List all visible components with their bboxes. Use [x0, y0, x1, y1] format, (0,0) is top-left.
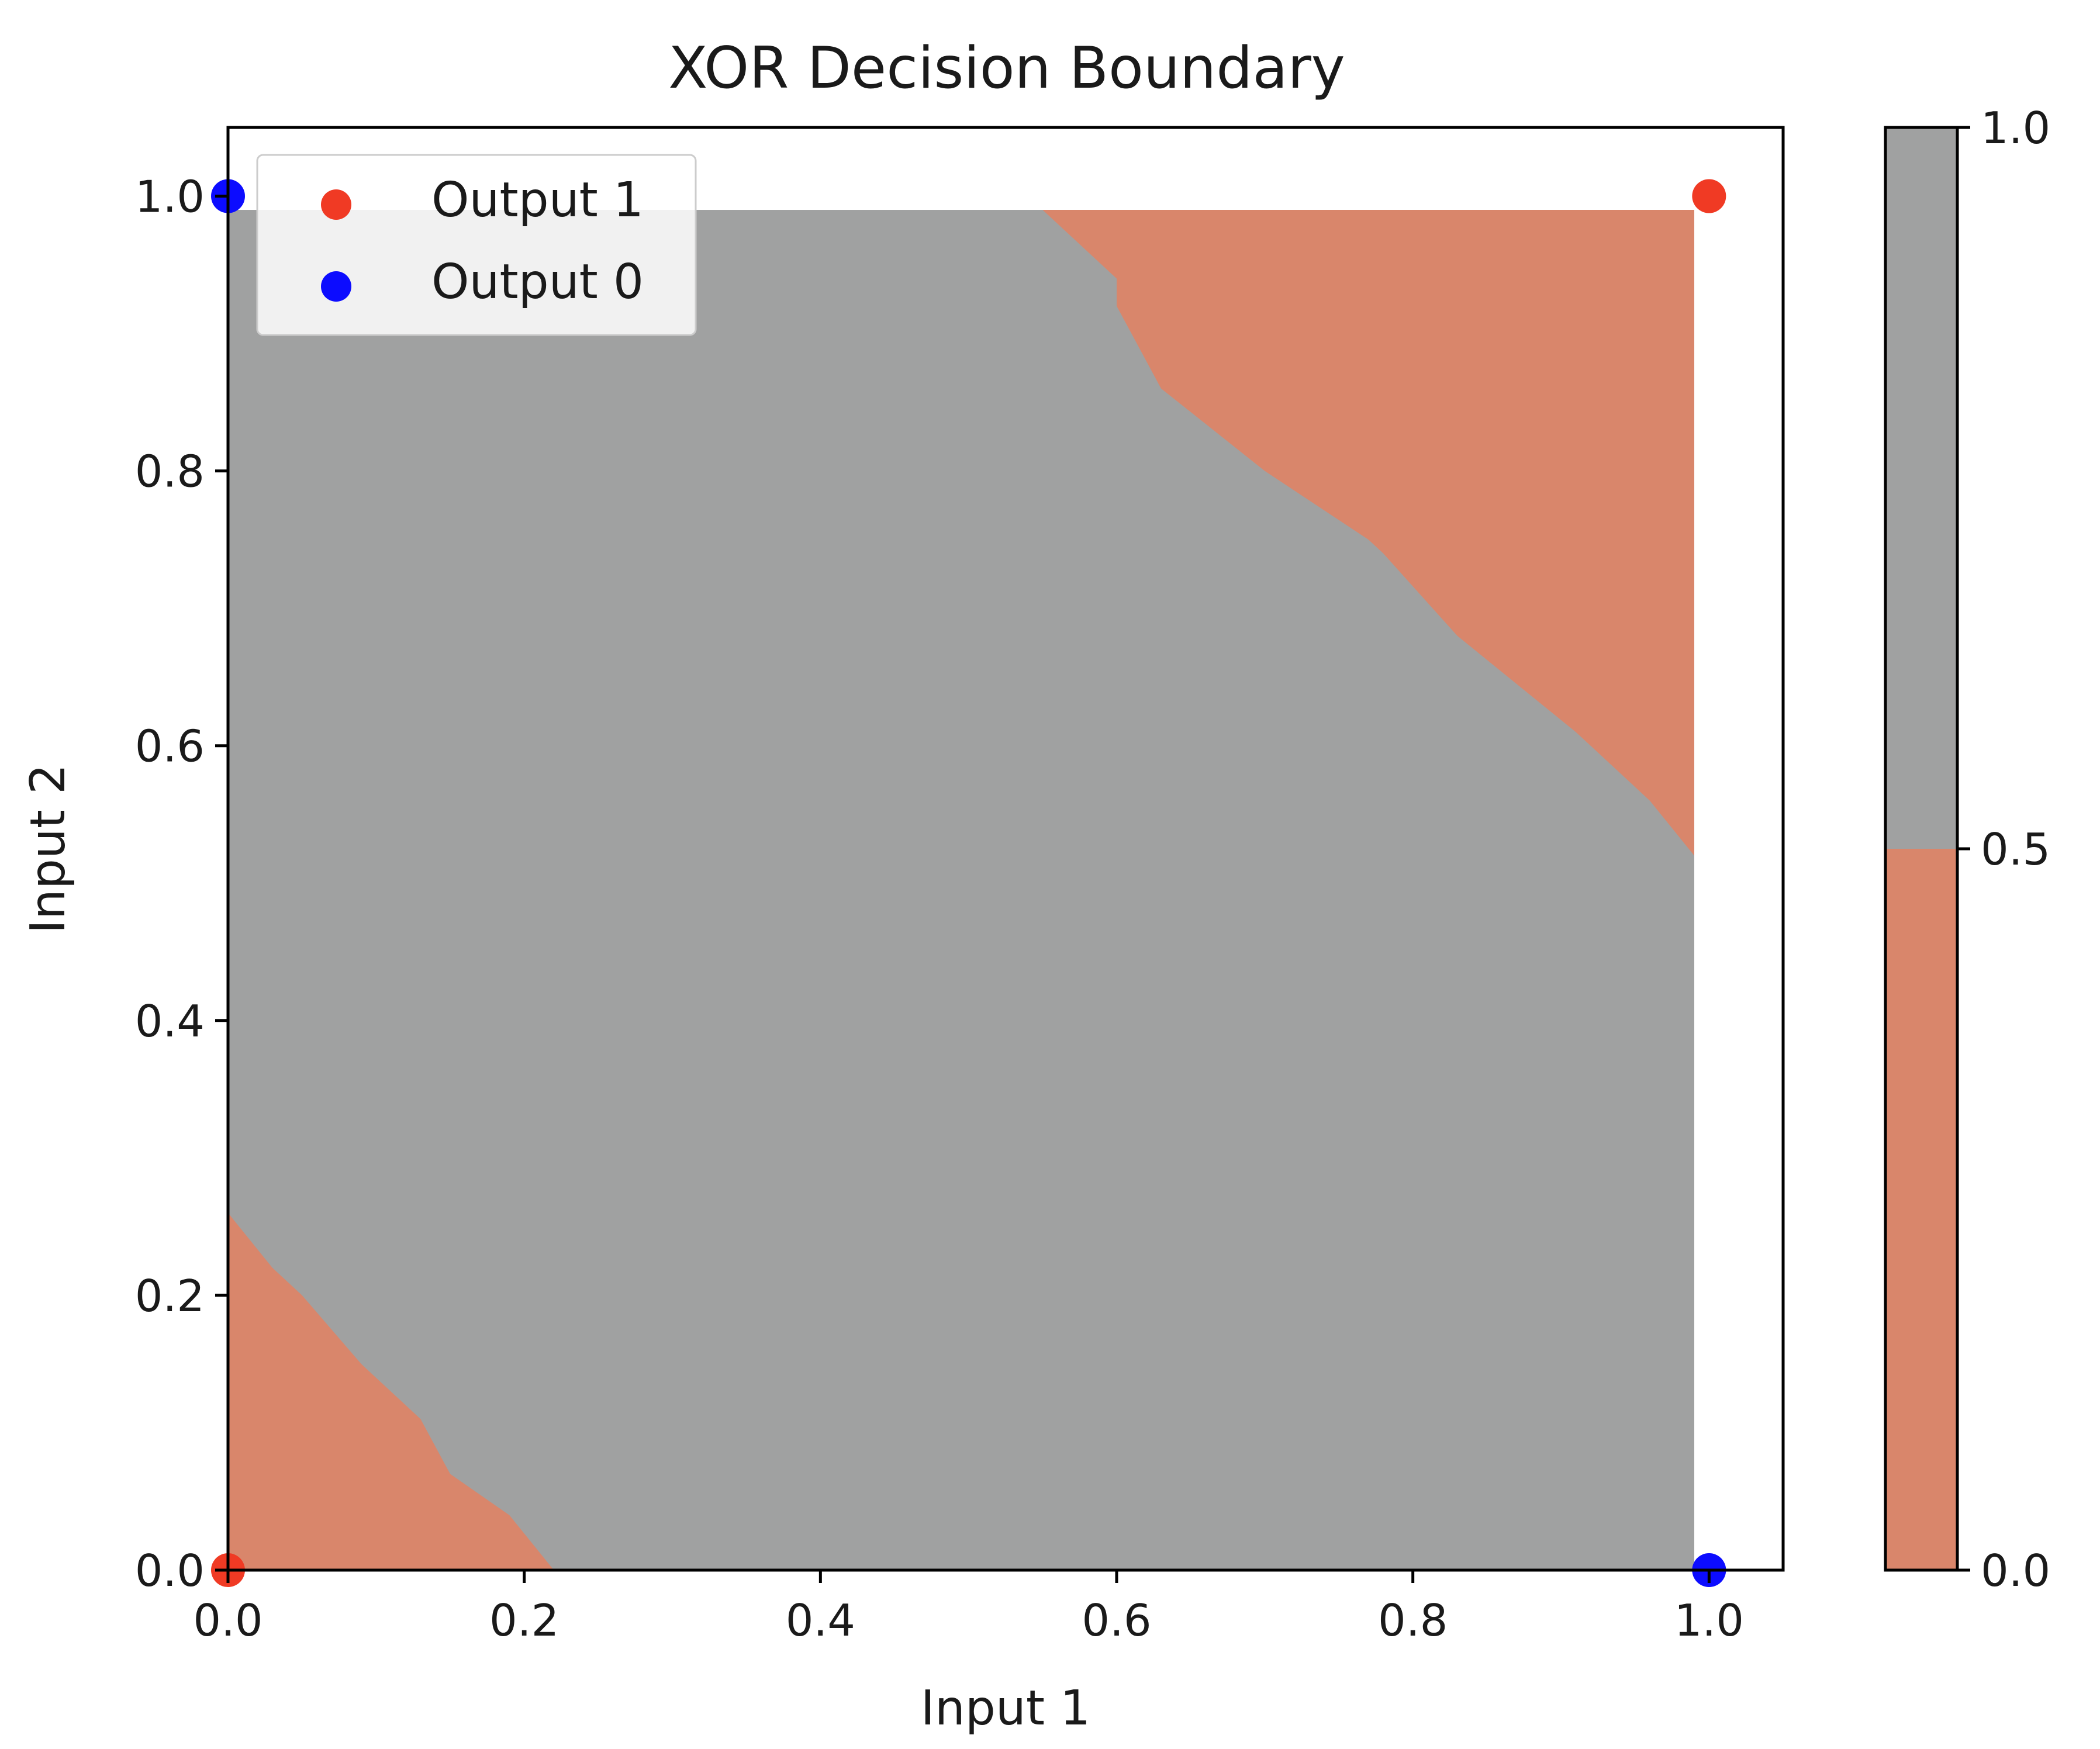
x-tick-label: 0.6 [1082, 1595, 1151, 1646]
legend-label-output-0: Output 0 [431, 254, 644, 310]
chart-title: XOR Decision Boundary [668, 35, 1345, 102]
y-axis-ticks: 0.0 0.2 0.4 0.6 0.8 1.0 [135, 171, 228, 1596]
x-tick-label: 1.0 [1674, 1595, 1744, 1646]
x-tick-label: 0.2 [489, 1595, 559, 1646]
legend-box [256, 154, 697, 336]
y-axis-label: Input 2 [20, 764, 76, 934]
y-tick-label: 0.4 [135, 996, 205, 1047]
colorbar-tick-label: 0.5 [1981, 824, 2050, 875]
colorbar-tick-label: 1.0 [1981, 102, 2050, 154]
colorbar-tick-label: 0.0 [1981, 1545, 2050, 1596]
y-tick-label: 0.2 [135, 1270, 205, 1322]
y-tick-label: 0.8 [135, 446, 205, 497]
x-tick-label: 0.4 [786, 1595, 855, 1646]
colorbar-band-1 [1885, 849, 1957, 1570]
y-tick-label: 0.6 [135, 721, 205, 772]
legend-marker-output-1 [321, 189, 351, 220]
colorbar: 0.0 0.5 1.0 [1884, 102, 2050, 1596]
x-tick-label: 0.0 [193, 1595, 262, 1646]
contour-region-low-1 [228, 1212, 554, 1570]
contour-region-low-2 [1042, 210, 1694, 856]
plot-frame [226, 126, 1785, 1572]
legend-marker-output-0 [321, 271, 351, 302]
x-axis-ticks: 0.0 0.2 0.4 0.6 0.8 1.0 [193, 1570, 1744, 1646]
colorbar-bands [1885, 127, 1957, 1570]
x-axis-label: Input 1 [921, 1681, 1091, 1736]
y-tick-label: 1.0 [135, 171, 205, 223]
plot-area [211, 126, 1785, 1587]
colorbar-band-2 [1885, 127, 1957, 849]
colorbar-ticks: 0.0 0.5 1.0 [1957, 102, 2050, 1596]
contour-layer [228, 210, 1694, 1570]
y-tick-label: 0.0 [135, 1545, 205, 1596]
legend-label-output-1: Output 1 [431, 172, 644, 228]
legend: Output 1 Output 0 [256, 154, 697, 336]
point-output-1-2 [1692, 179, 1726, 213]
x-tick-label: 0.8 [1378, 1595, 1448, 1646]
